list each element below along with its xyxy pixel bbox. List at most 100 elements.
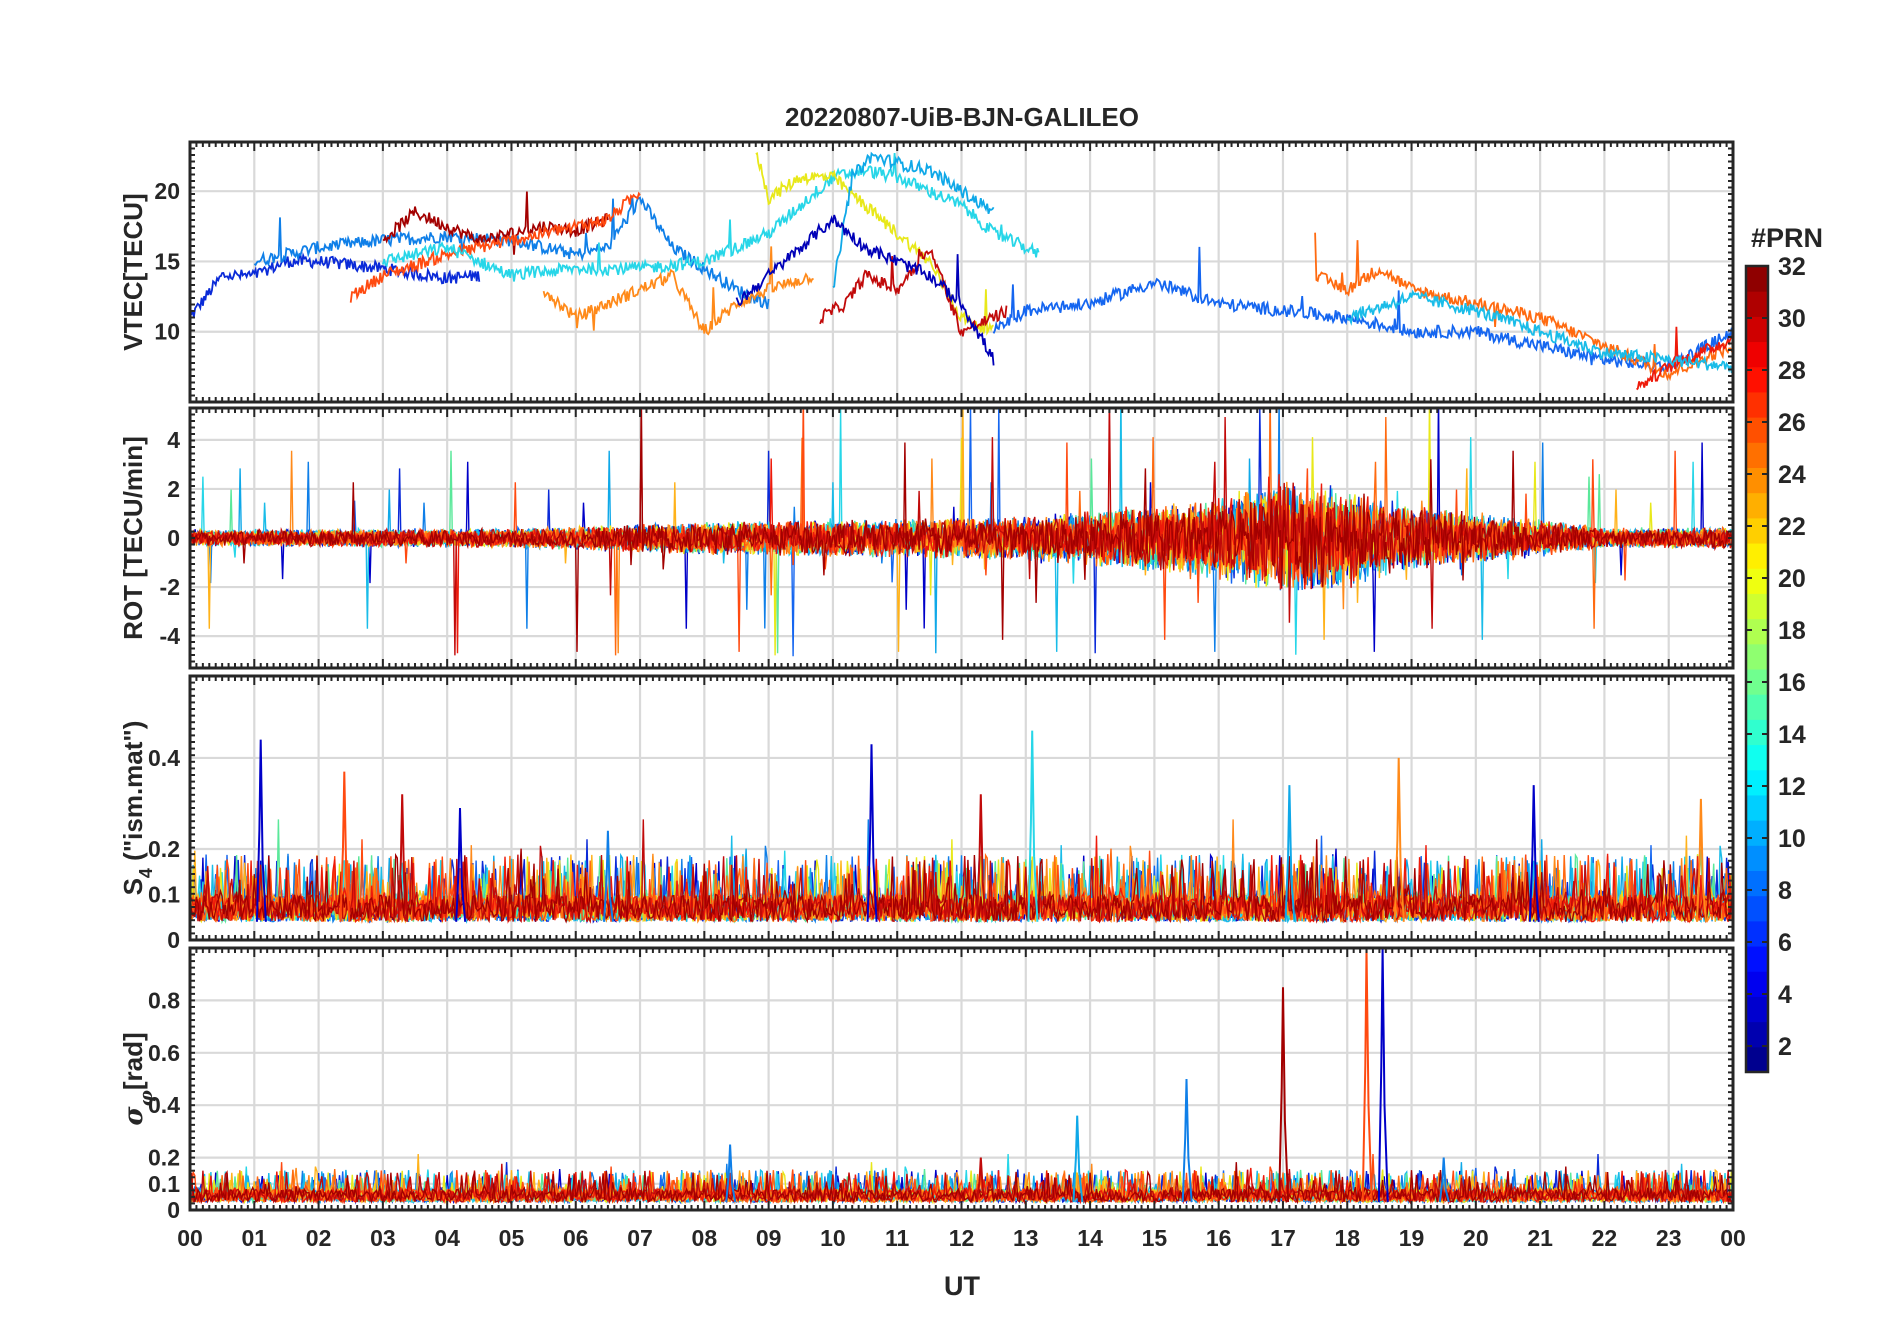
colorbar-segment	[1746, 492, 1768, 519]
colorbar-segment	[1746, 744, 1768, 771]
y-axis-label-main: σ	[119, 1106, 149, 1126]
s4-peak	[1393, 757, 1405, 922]
y-tick-label: 10	[154, 319, 180, 345]
s4-peak	[339, 771, 351, 922]
y-tick-label: -4	[160, 623, 181, 649]
sigma-peak	[1361, 948, 1373, 1203]
y-tick-label: 0.6	[148, 1040, 180, 1066]
colorbar-tick-label: 18	[1778, 617, 1806, 645]
colorbar-tick-label: 20	[1778, 565, 1806, 593]
s4-peak	[603, 830, 614, 922]
y-axis-label-rest: [rad]	[118, 1032, 148, 1090]
x-tick-label: 03	[370, 1225, 396, 1251]
s4-peak	[1528, 785, 1540, 922]
sigma-peak	[1181, 1078, 1193, 1203]
y-tick-label: 0.2	[148, 836, 180, 862]
vtec-series-prn-11	[832, 151, 995, 288]
colorbar-segment	[1746, 769, 1768, 796]
colorbar-tick-label: 2	[1778, 1033, 1792, 1061]
s4-peak	[255, 739, 267, 922]
colorbar-segment	[1746, 568, 1768, 594]
y-tick-label: 0.2	[148, 1145, 180, 1171]
colorbar-segment	[1746, 543, 1768, 569]
series-group-rot	[190, 408, 1733, 657]
colorbar-tick-label: 26	[1778, 409, 1806, 437]
y-tick-label: 20	[154, 178, 180, 204]
sigma-peak	[975, 1157, 987, 1203]
rot-series	[190, 408, 1733, 652]
x-tick-label: 05	[499, 1225, 525, 1251]
colorbar-segment	[1746, 794, 1768, 821]
x-tick-label: 00	[1720, 1225, 1746, 1251]
y-tick-label: -2	[160, 574, 180, 600]
colorbar-tick-label: 30	[1778, 305, 1806, 333]
colorbar-segment	[1746, 291, 1768, 317]
y-axis-label-sigma: σφ[rad]	[118, 1032, 157, 1125]
colorbar-segment	[1746, 971, 1768, 997]
sigma-peak	[725, 1144, 737, 1203]
vtec-series-prn-20	[755, 152, 994, 336]
s4-peak	[1696, 798, 1707, 922]
vtec-series-prn-5	[190, 252, 481, 318]
sigma-peak	[1438, 1157, 1450, 1203]
x-tick-label: 04	[434, 1225, 460, 1251]
x-tick-label: 19	[1399, 1225, 1425, 1251]
s4-peak	[866, 744, 878, 922]
panel-sigma: 00.10.2 0.4 0.6 0.8 σφ[rad] 00 01 02 03 04 05 06 07 0…	[118, 946, 1746, 1251]
colorbar-segment	[1746, 1046, 1768, 1073]
colorbar-tick-label: 14	[1778, 721, 1806, 749]
y-axis-label-rot: ROT [TECU/min]	[118, 436, 148, 640]
colorbar-segment	[1746, 391, 1768, 418]
colorbar-segment	[1746, 895, 1768, 922]
s4-series	[190, 839, 1733, 924]
colorbar-frame	[1744, 264, 1770, 1074]
x-tick-label: 15	[1142, 1225, 1168, 1251]
colorbar-tick-label: 28	[1778, 357, 1806, 385]
vtec-series-prn-26	[349, 191, 641, 303]
colorbar-segment	[1746, 946, 1768, 972]
sigma-peak	[1278, 987, 1290, 1203]
x-axis-label: UT	[944, 1271, 980, 1301]
x-tick-label: 08	[692, 1225, 718, 1251]
colorbar-segment	[1746, 316, 1768, 343]
colorbar-segment	[1746, 442, 1768, 468]
y-tick-label: 0.1	[148, 881, 180, 907]
sigma-series	[190, 1163, 1733, 1205]
vtec-series-prn-14	[1346, 289, 1733, 374]
y-tick-label: 0	[167, 927, 180, 953]
x-tick-label: 11	[885, 1225, 910, 1251]
colorbar-tick-label: 16	[1778, 669, 1806, 697]
y-tick-label: 0.4	[148, 1092, 180, 1118]
sigma-peak	[1072, 1115, 1084, 1203]
y-axis-label-vtec: VTEC[TECU]	[118, 193, 148, 350]
y-tick-label: 2	[167, 476, 180, 502]
colorbar-segment	[1746, 996, 1768, 1023]
colorbar-segment	[1746, 593, 1768, 620]
colorbar-tick-label: 10	[1778, 825, 1806, 853]
s4-peak	[397, 794, 409, 922]
series-group-vtec	[190, 151, 1733, 391]
x-tick-label: 02	[306, 1225, 332, 1251]
y-tick-label: 0	[167, 1197, 180, 1223]
colorbar-tick-label: 12	[1778, 773, 1806, 801]
x-tick-label: 17	[1270, 1225, 1296, 1251]
vtec-series-prn-3	[735, 214, 995, 366]
s4-peak	[1027, 730, 1039, 922]
s4-peak	[455, 807, 467, 922]
s4-peak	[975, 794, 987, 922]
x-tick-label: 16	[1206, 1225, 1232, 1251]
x-tick-label: 13	[1013, 1225, 1039, 1251]
y-axis-label-rest: ("ism.mat")	[118, 721, 148, 868]
colorbar-tick-label: 24	[1778, 461, 1806, 489]
x-tick-label: 10	[820, 1225, 846, 1251]
colorbar-segment	[1746, 694, 1768, 720]
x-tick-label: 01	[241, 1225, 267, 1251]
x-tick-label: 20	[1463, 1225, 1489, 1251]
s4-peak	[1284, 785, 1296, 922]
y-tick-label: 0.4	[148, 745, 180, 771]
colorbar-tick-label: 6	[1778, 929, 1792, 957]
vtec-series-prn-13	[382, 152, 1040, 282]
x-tick-label: 12	[949, 1225, 975, 1251]
